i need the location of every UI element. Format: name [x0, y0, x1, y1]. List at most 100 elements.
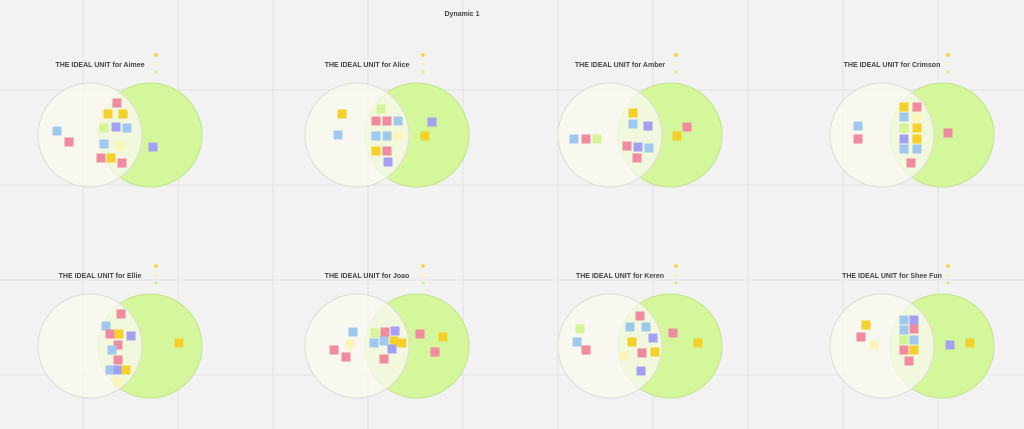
sticky-note: [370, 328, 380, 338]
sticky-note: [622, 141, 632, 151]
venn-left-circle: [37, 82, 143, 188]
sticky-note: [337, 109, 347, 119]
board-heading: THE IDEAL UNIT for Alice: [325, 62, 410, 69]
sticky-note: [853, 121, 863, 131]
sticky-note: [641, 322, 651, 332]
legend-dot: [946, 272, 950, 277]
sticky-note: [912, 144, 922, 154]
sticky-note: [393, 116, 403, 126]
sticky-note: [899, 335, 909, 345]
sticky-note: [899, 315, 909, 325]
sticky-note: [672, 131, 682, 141]
sticky-note: [341, 352, 351, 362]
sticky-note: [869, 340, 879, 350]
sticky-note: [682, 122, 692, 132]
legend-dot: [674, 281, 678, 285]
legend-dot: [674, 272, 678, 277]
sticky-note: [345, 339, 355, 349]
legend-dot: [674, 70, 678, 74]
sticky-note: [113, 355, 123, 365]
sticky-note: [644, 143, 654, 153]
sticky-note: [899, 144, 909, 154]
sticky-note: [115, 141, 125, 151]
sticky-note: [650, 347, 660, 357]
sticky-note: [99, 139, 109, 149]
sticky-note: [329, 345, 339, 355]
venn-board: THE IDEAL UNIT for Keren: [557, 264, 723, 399]
sticky-note: [899, 123, 909, 133]
venn-left-circle: [304, 293, 410, 399]
sticky-note: [369, 338, 379, 348]
sticky-note: [379, 354, 389, 364]
sticky-note: [383, 157, 393, 167]
sticky-note: [619, 351, 629, 361]
legend-dot: [154, 61, 158, 66]
sticky-note: [116, 309, 126, 319]
legend-dot: [154, 53, 158, 57]
sticky-note: [430, 347, 440, 357]
sticky-note: [627, 337, 637, 347]
sticky-note: [371, 131, 381, 141]
sticky-note: [592, 134, 602, 144]
sticky-note: [333, 130, 343, 140]
sticky-note: [693, 338, 703, 348]
sticky-note: [107, 345, 117, 355]
sticky-note: [912, 113, 922, 123]
sticky-note: [122, 123, 132, 133]
sticky-note: [113, 340, 123, 350]
sticky-note: [64, 137, 74, 147]
sticky-note: [438, 332, 448, 342]
sticky-note: [382, 131, 392, 141]
sticky-note: [382, 146, 392, 156]
sticky-note: [912, 102, 922, 112]
sticky-note: [113, 377, 123, 387]
legend-dot: [421, 53, 425, 57]
venn-board: THE IDEAL UNIT for Crimson: [829, 53, 995, 188]
sticky-note: [382, 116, 392, 126]
sticky-note: [643, 121, 653, 131]
sticky-note: [856, 332, 866, 342]
legend-dot: [421, 61, 425, 66]
sticky-note: [112, 98, 122, 108]
sticky-note: [635, 311, 645, 321]
sticky-note: [105, 365, 115, 375]
legend-dot: [946, 264, 950, 268]
sticky-note: [113, 365, 123, 375]
sticky-note: [397, 338, 407, 348]
sticky-note: [371, 146, 381, 156]
sticky-note: [628, 119, 638, 129]
board-heading: THE IDEAL UNIT for Joao: [325, 273, 410, 280]
venn-left-circle: [304, 82, 410, 188]
sticky-note: [861, 320, 871, 330]
sticky-note: [114, 329, 124, 339]
board-title: Dynamic 1: [444, 11, 479, 18]
board-heading: THE IDEAL UNIT for Keren: [576, 273, 664, 280]
sticky-note: [904, 356, 914, 366]
sticky-note: [628, 108, 638, 118]
sticky-note: [393, 131, 403, 141]
sticky-note: [648, 333, 658, 343]
legend-dot: [421, 281, 425, 285]
venn-left-circle: [37, 293, 143, 399]
sticky-note: [174, 338, 184, 348]
sticky-note: [103, 109, 113, 119]
legend-dot: [421, 70, 425, 74]
sticky-note: [376, 104, 386, 114]
venn-board: THE IDEAL UNIT for Shee Fun: [829, 264, 995, 399]
sticky-note: [96, 153, 106, 163]
venn-board: THE IDEAL UNIT for Alice: [304, 53, 470, 188]
venn-board: THE IDEAL UNIT for Joao: [304, 264, 470, 399]
sticky-note: [420, 131, 430, 141]
legend-dot: [946, 53, 950, 57]
sticky-note: [909, 324, 919, 334]
sticky-note: [632, 153, 642, 163]
venn-board: THE IDEAL UNIT for Ellie: [37, 264, 203, 399]
board-heading: THE IDEAL UNIT for Amber: [575, 62, 666, 69]
legend-dot: [946, 61, 950, 66]
legend-dot: [946, 70, 950, 74]
sticky-note: [909, 335, 919, 345]
sticky-note: [427, 117, 437, 127]
sticky-note: [945, 340, 955, 350]
sticky-note: [636, 366, 646, 376]
